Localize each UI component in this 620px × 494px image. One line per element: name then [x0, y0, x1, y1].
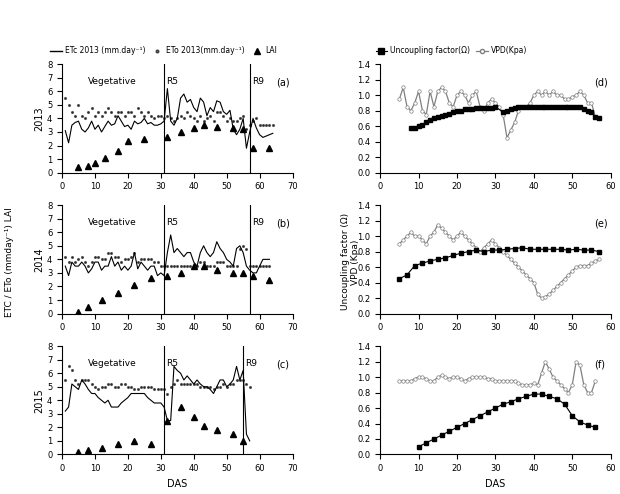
Y-axis label: 2014: 2014	[34, 247, 44, 272]
Text: ETC / ETo (mmday⁻¹) LAI: ETC / ETo (mmday⁻¹) LAI	[5, 207, 14, 317]
Text: (a): (a)	[277, 77, 290, 87]
Text: Vegetative: Vegetative	[88, 359, 137, 368]
Legend: Uncoupling factor(Ω), VPD(Kpa): Uncoupling factor(Ω), VPD(Kpa)	[373, 43, 530, 58]
Text: R5: R5	[166, 77, 179, 86]
Text: (b): (b)	[277, 218, 290, 228]
Text: Uncoupling factor (Ω)
VPD (Kpa): Uncoupling factor (Ω) VPD (Kpa)	[340, 213, 360, 310]
Text: (d): (d)	[595, 77, 608, 87]
Text: R9: R9	[246, 359, 257, 368]
X-axis label: DAS: DAS	[167, 479, 187, 489]
Text: R5: R5	[166, 359, 179, 368]
X-axis label: DAS: DAS	[485, 479, 505, 489]
Text: R5: R5	[166, 218, 179, 227]
Text: Vegetative: Vegetative	[88, 218, 137, 227]
Legend: ETc 2013 (mm.day⁻¹), ETo 2013(mm.day⁻¹), LAI: ETc 2013 (mm.day⁻¹), ETo 2013(mm.day⁻¹),…	[47, 43, 280, 58]
Y-axis label: 2013: 2013	[34, 106, 44, 131]
Text: (c): (c)	[277, 359, 290, 369]
Text: R9: R9	[252, 218, 264, 227]
Text: R9: R9	[252, 77, 264, 86]
Text: Vegetative: Vegetative	[88, 77, 137, 86]
Text: (e): (e)	[595, 218, 608, 228]
Text: (f): (f)	[595, 359, 606, 369]
Y-axis label: 2015: 2015	[34, 388, 44, 412]
